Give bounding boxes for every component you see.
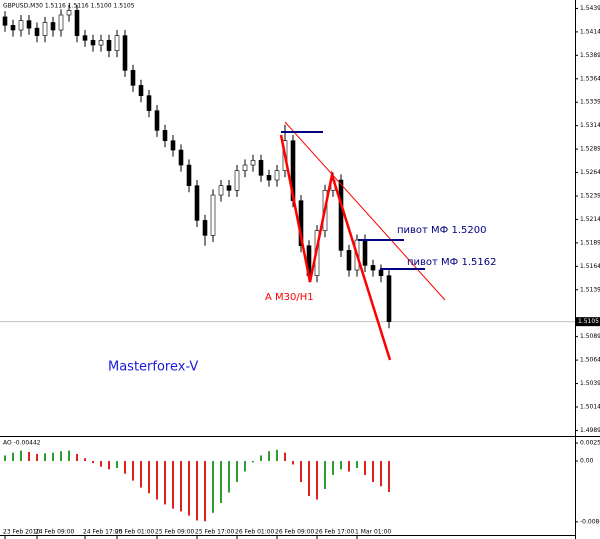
candle-body [106, 40, 112, 51]
candle-body [146, 95, 152, 111]
candle-body [98, 40, 104, 46]
y-tick-label: 1.5239 [580, 192, 600, 199]
candle-body [338, 179, 344, 251]
candle-body [178, 149, 184, 166]
y-tick-label: 0.00257 [580, 440, 600, 447]
y-tick-label: 1.5389 [580, 52, 600, 59]
y-tick-label: 1.5164 [580, 263, 600, 270]
x-tick-label: 25 Feb 09:00 [155, 529, 195, 536]
candle-body [18, 20, 24, 31]
y-tick-label: 1.5014 [580, 403, 600, 410]
x-tick-label: 24 Feb 09:00 [35, 529, 75, 536]
chart-title: GBPUSD,M30 1.5116 1.5116 1.5100 1.5105 [3, 3, 135, 10]
y-tick-label: 0.00 [580, 458, 594, 465]
candle-body [258, 160, 264, 176]
candle-body [34, 27, 40, 36]
candle-body [58, 14, 64, 31]
candle-body [154, 110, 160, 131]
candle-body [202, 220, 208, 236]
candle-body [250, 160, 256, 166]
y-tick-label: 1.5189 [580, 239, 600, 246]
candle-body [266, 175, 272, 181]
trend-line [284, 121, 446, 301]
zigzag-line [279, 134, 392, 361]
x-tick-label: 1 Mar 01:00 [355, 529, 391, 536]
candle-body [2, 16, 8, 26]
candle-body [194, 185, 200, 221]
candle-body [138, 85, 144, 96]
y-tick-label: 1.5089 [580, 333, 600, 340]
candle-body [362, 239, 368, 266]
candle-body [226, 185, 232, 191]
x-tick-label: 26 Feb 17:00 [315, 529, 355, 536]
candle-body [130, 70, 136, 86]
candle-body [10, 25, 16, 31]
indicator-title: AO -0.00442 [3, 440, 41, 447]
annotation: пивот МФ 1.5200 [397, 225, 486, 236]
candle-body [82, 35, 88, 41]
candle-body [42, 22, 48, 36]
y-tick-label: 1.5039 [580, 380, 600, 387]
candle-body [50, 22, 56, 31]
candle-body [114, 35, 120, 51]
candle-body [170, 140, 176, 151]
y-tick-label: 1.5139 [580, 286, 600, 293]
candle-body [234, 170, 240, 191]
annotation: пивот МФ 1.5162 [407, 257, 496, 268]
candle-body [122, 35, 128, 71]
candle-body [218, 185, 224, 196]
candle-body [274, 170, 280, 181]
x-tick-label: 26 Feb 09:00 [275, 529, 315, 536]
candle-body [386, 275, 392, 322]
candle-body [210, 194, 216, 236]
candle-body [162, 130, 168, 141]
y-tick-label: 1.5264 [580, 169, 600, 176]
y-tick-label: 1.5414 [580, 28, 600, 35]
candle-body [90, 40, 96, 46]
current-price-label: 1.5105 [578, 318, 599, 325]
y-tick-label: 1.5439 [580, 5, 600, 12]
y-tick-label: 1.5364 [580, 75, 600, 82]
candle-body [74, 10, 80, 36]
x-tick-label: 25 Feb 01:00 [115, 529, 155, 536]
candle-body [66, 10, 72, 16]
candle-body [346, 250, 352, 271]
y-tick-label: 1.5314 [580, 122, 600, 129]
annotation: A M30/H1 [265, 292, 314, 303]
candle-body [370, 265, 376, 271]
x-tick-label: 23 Feb 2010 [3, 529, 41, 536]
y-tick-label: 1.4989 [580, 427, 600, 434]
annotation: Masterforex-V [108, 360, 198, 375]
y-tick-label: -0.00869 [580, 518, 600, 525]
current-price-box [576, 317, 600, 327]
candle-body [26, 20, 32, 29]
y-tick-label: 1.5289 [580, 146, 600, 153]
x-tick-label: 26 Feb 01:00 [235, 529, 275, 536]
y-tick-label: 1.5339 [580, 99, 600, 106]
x-tick-label: 24 Feb 17:00 [83, 529, 123, 536]
y-tick-label: 1.5214 [580, 216, 600, 223]
candle-body [378, 269, 384, 277]
candle-body [186, 164, 192, 186]
y-tick-label: 1.5064 [580, 357, 600, 364]
candle-body [242, 164, 248, 171]
x-tick-label: 25 Feb 17:00 [195, 529, 235, 536]
